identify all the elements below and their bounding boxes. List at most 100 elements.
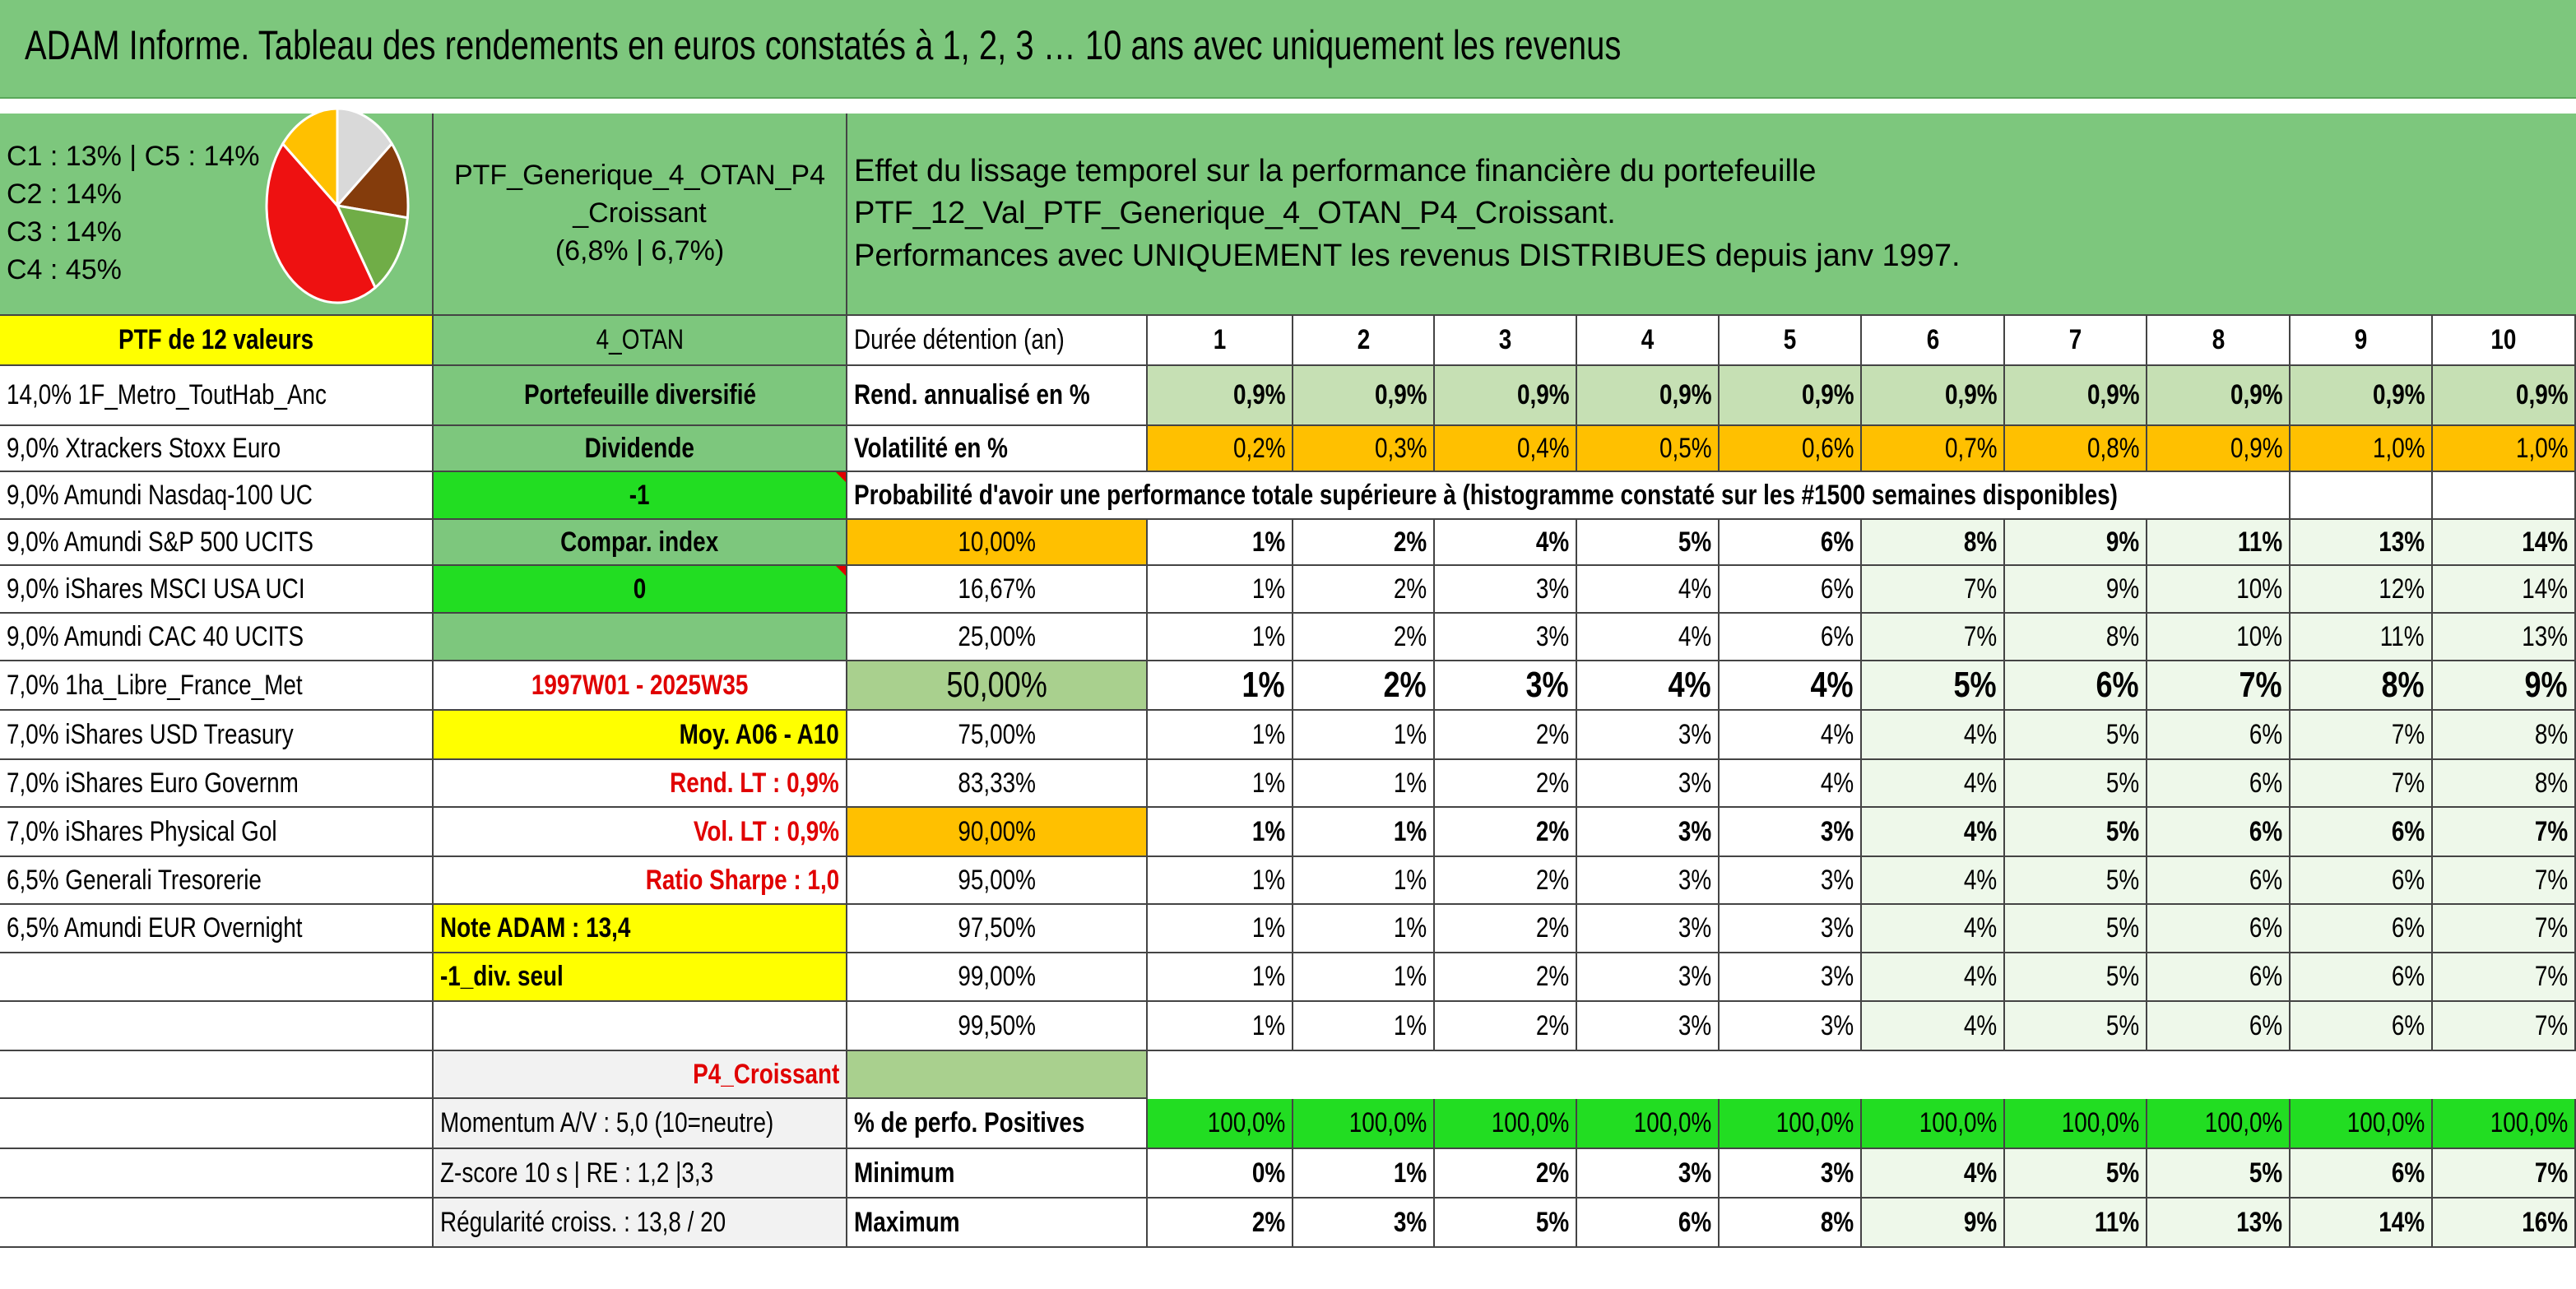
proba-value[interactable]: 12% [2291, 566, 2433, 614]
max-value[interactable]: 11% [2005, 1199, 2147, 1248]
proba-value[interactable]: 5% [2005, 857, 2147, 905]
proba-value[interactable]: 2% [1435, 905, 1577, 953]
holding-row[interactable]: 9,0% Xtrackers Stoxx Euro [0, 426, 434, 472]
empty-cell[interactable] [434, 1002, 847, 1051]
rend-value[interactable]: 0,9% [2147, 366, 2291, 426]
dividend-value[interactable]: -1 [434, 472, 847, 520]
regularity-label[interactable]: Régularité croiss. : 13,8 / 20 [434, 1199, 847, 1248]
vol-value[interactable]: 0,4% [1435, 426, 1577, 472]
proba-threshold[interactable]: 99,00% [847, 953, 1148, 1002]
positive-value[interactable]: 100,0% [2291, 1099, 2433, 1149]
proba-value[interactable]: 2% [1435, 857, 1577, 905]
proba-value[interactable]: 5% [2005, 808, 2147, 857]
proba-value[interactable]: 4% [1577, 566, 1720, 614]
proba-value[interactable]: 7% [2433, 953, 2576, 1002]
rend-value[interactable]: 0,9% [2005, 366, 2147, 426]
proba-value[interactable]: 5% [2005, 905, 2147, 953]
proba-label[interactable]: Probabilité d'avoir une performance tota… [847, 472, 2291, 520]
proba-value[interactable]: 13% [2291, 520, 2433, 566]
proba-value[interactable]: 1% [1148, 1002, 1293, 1051]
proba-value[interactable]: 9% [2433, 661, 2576, 711]
rend-value[interactable]: 0,9% [2291, 366, 2433, 426]
vol-value[interactable]: 1,0% [2291, 426, 2433, 472]
proba-value[interactable]: 4% [1862, 905, 2005, 953]
proba-value[interactable]: 2% [1293, 614, 1435, 661]
dividend-label[interactable]: Dividende [434, 426, 847, 472]
proba-value[interactable]: 3% [1435, 566, 1577, 614]
proba-value[interactable]: 1% [1148, 566, 1293, 614]
proba-value[interactable]: 7% [2433, 1002, 2576, 1051]
holding-row[interactable]: 7,0% iShares Euro Governm [0, 760, 434, 808]
proba-value[interactable]: 4% [1862, 857, 2005, 905]
holding-row[interactable]: 9,0% iShares MSCI USA UCI [0, 566, 434, 614]
proba-value[interactable]: 8% [2433, 711, 2576, 760]
vol-value[interactable]: 0,5% [1577, 426, 1720, 472]
average-label[interactable]: Moy. A06 - A10 [434, 711, 847, 760]
proba-value[interactable]: 6% [2147, 808, 2291, 857]
proba-value[interactable]: 1% [1148, 808, 1293, 857]
duration-label[interactable]: Durée détention (an) [847, 316, 1148, 366]
proba-value[interactable]: 1% [1148, 760, 1293, 808]
positive-label[interactable]: % de perfo. Positives [847, 1099, 1148, 1149]
vol-value[interactable]: 0,8% [2005, 426, 2147, 472]
proba-value[interactable]: 6% [2147, 953, 2291, 1002]
positive-value[interactable]: 100,0% [2147, 1099, 2291, 1149]
min-value[interactable]: 3% [1577, 1149, 1720, 1199]
vol-value[interactable]: 1,0% [2433, 426, 2576, 472]
year-header[interactable]: 5 [1720, 316, 1862, 366]
max-value[interactable]: 13% [2147, 1199, 2291, 1248]
proba-value[interactable]: 7% [2433, 808, 2576, 857]
proba-value[interactable]: 2% [1435, 1002, 1577, 1051]
proba-value[interactable]: 10% [2147, 566, 2291, 614]
vol-value[interactable]: 0,3% [1293, 426, 1435, 472]
proba-value[interactable]: 11% [2291, 614, 2433, 661]
proba-value[interactable]: 2% [1435, 808, 1577, 857]
proba-threshold[interactable]: 50,00% [847, 661, 1148, 711]
max-value[interactable]: 3% [1293, 1199, 1435, 1248]
proba-value[interactable]: 6% [2147, 1002, 2291, 1051]
min-value[interactable]: 3% [1720, 1149, 1862, 1199]
proba-value[interactable]: 6% [2291, 905, 2433, 953]
otan-label[interactable]: 4_OTAN [434, 316, 847, 366]
proba-value[interactable]: 5% [2005, 953, 2147, 1002]
proba-value[interactable]: 4% [1577, 614, 1720, 661]
period-label[interactable]: 1997W01 - 2025W35 [434, 661, 847, 711]
proba-value[interactable]: 9% [2005, 520, 2147, 566]
proba-value[interactable]: 8% [2291, 661, 2433, 711]
proba-value[interactable]: 4% [1720, 711, 1862, 760]
proba-value[interactable]: 3% [1577, 953, 1720, 1002]
proba-threshold[interactable]: 90,00% [847, 808, 1148, 857]
proba-value[interactable]: 6% [1720, 520, 1862, 566]
proba-value[interactable]: 2% [1435, 760, 1577, 808]
proba-value[interactable]: 3% [1577, 760, 1720, 808]
compar-index-value[interactable]: 0 [434, 566, 847, 614]
max-value[interactable]: 14% [2291, 1199, 2433, 1248]
positive-value[interactable]: 100,0% [1720, 1099, 1862, 1149]
proba-threshold[interactable]: 99,50% [847, 1002, 1148, 1051]
holding-row[interactable]: 14,0% 1F_Metro_ToutHab_Anc [0, 366, 434, 426]
proba-value[interactable]: 1% [1293, 953, 1435, 1002]
proba-value[interactable]: 1% [1293, 808, 1435, 857]
positive-value[interactable]: 100,0% [2005, 1099, 2147, 1149]
max-value[interactable]: 2% [1148, 1199, 1293, 1248]
proba-value[interactable]: 4% [1862, 760, 2005, 808]
proba-value[interactable]: 7% [1862, 566, 2005, 614]
proba-threshold[interactable]: 16,67% [847, 566, 1148, 614]
max-value[interactable]: 5% [1435, 1199, 1577, 1248]
proba-value[interactable]: 3% [1720, 905, 1862, 953]
year-header[interactable]: 3 [1435, 316, 1577, 366]
proba-value[interactable]: 4% [1862, 808, 2005, 857]
proba-threshold[interactable]: 97,50% [847, 905, 1148, 953]
rend-value[interactable]: 0,9% [1435, 366, 1577, 426]
rend-value[interactable]: 0,9% [1862, 366, 2005, 426]
proba-value[interactable]: 5% [1862, 661, 2005, 711]
proba-value[interactable]: 6% [2147, 857, 2291, 905]
proba-value[interactable]: 5% [2005, 1002, 2147, 1051]
positive-value[interactable]: 100,0% [2433, 1099, 2576, 1149]
vol-value[interactable]: 0,9% [2147, 426, 2291, 472]
portfolio-name-cell[interactable]: PTF_Generique_4_OTAN_P4 _Croissant (6,8% |… [434, 114, 847, 316]
holding-empty-row[interactable] [0, 1149, 434, 1199]
min-value[interactable]: 0% [1148, 1149, 1293, 1199]
proba-value[interactable]: 1% [1148, 661, 1293, 711]
proba-value[interactable]: 8% [2005, 614, 2147, 661]
